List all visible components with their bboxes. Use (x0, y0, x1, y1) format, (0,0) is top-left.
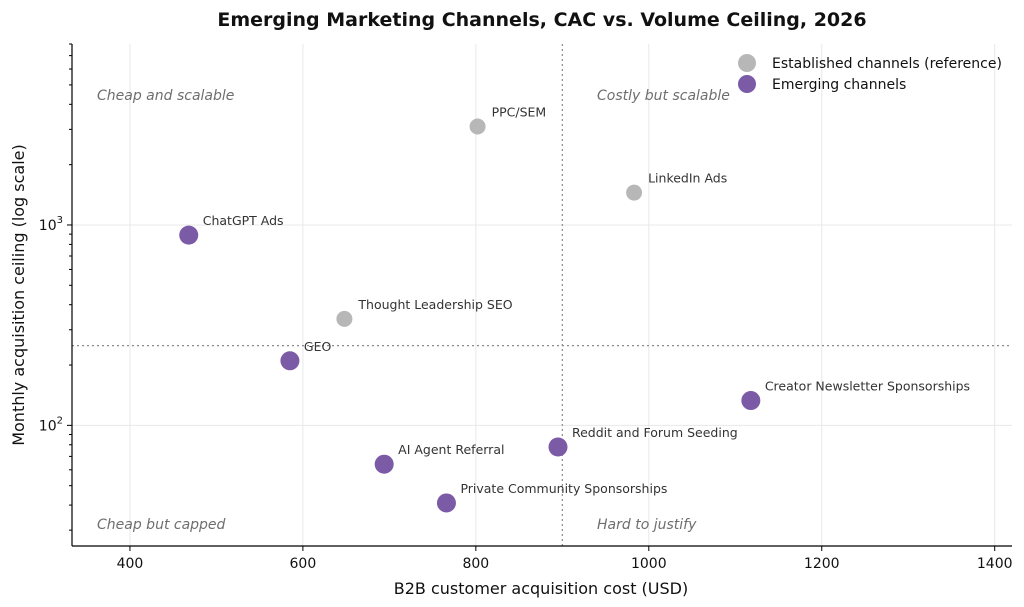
y-tick-label: 103 (39, 215, 63, 234)
data-point (741, 391, 761, 411)
ticks: 400 600 800 1000 1200 1400 102 103 (39, 43, 1013, 572)
data-point-label: Creator Newsletter Sponsorships (765, 379, 970, 394)
x-tick-label: 1400 (977, 556, 1013, 572)
axes (71, 44, 1012, 547)
data-point-label: AI Agent Referral (398, 442, 504, 457)
quadrant-label-bottom-right: Hard to justify (597, 517, 697, 533)
x-tick-label: 800 (462, 556, 489, 572)
legend: Established channels (reference) Emerging… (738, 54, 1002, 93)
data-point (469, 118, 486, 135)
data-point-label: Private Community Sponsorships (460, 481, 667, 496)
data-point-label: LinkedIn Ads (648, 171, 727, 186)
data-point (436, 493, 456, 513)
legend-entry: Emerging channels (772, 77, 906, 93)
data-point (374, 454, 394, 474)
quadrant-labels: Cheap and scalable Costly but scalable C… (97, 88, 730, 533)
legend-marker (738, 75, 756, 93)
reference-lines (72, 44, 1012, 546)
x-tick-label: 400 (117, 556, 144, 572)
data-point-label: Thought Leadership SEO (357, 297, 512, 312)
x-tick-label: 1000 (631, 556, 667, 572)
quadrant-label-top-left: Cheap and scalable (97, 88, 234, 104)
legend-marker (738, 54, 756, 72)
x-axis-label: B2B customer acquisition cost (USD) (394, 579, 688, 598)
quadrant-label-top-right: Costly but scalable (597, 88, 730, 104)
data-point (179, 225, 199, 245)
data-point-label: Reddit and Forum Seeding (572, 425, 738, 440)
y-tick-label: 102 (39, 415, 63, 434)
data-point (280, 351, 300, 371)
data-point (336, 310, 353, 327)
x-tick-label: 600 (290, 556, 317, 572)
data-point (626, 184, 643, 201)
data-point-label: GEO (304, 339, 332, 354)
data-point-label: PPC/SEM (492, 105, 547, 120)
data-points: PPC/SEM LinkedIn Ads Thought Leadership SE… (179, 105, 970, 513)
chart-title: Emerging Marketing Channels, CAC vs. Vol… (217, 9, 866, 31)
legend-entry: Established channels (reference) (772, 56, 1002, 72)
data-point-label: ChatGPT Ads (203, 213, 284, 228)
data-point (548, 437, 568, 457)
quadrant-label-bottom-left: Cheap but capped (97, 517, 226, 533)
x-tick-label: 1200 (804, 556, 840, 572)
y-axis-label: Monthly acquisition ceiling (log scale) (9, 144, 28, 446)
